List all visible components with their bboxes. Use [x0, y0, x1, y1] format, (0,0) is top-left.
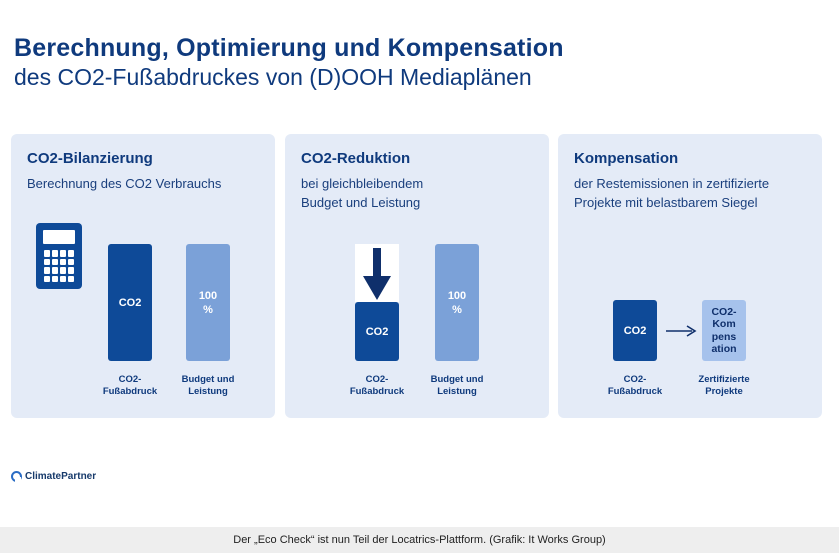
bar-label: CO2 — [118, 296, 142, 309]
panel-description: bei gleichbleibendem Budget und Leistung — [301, 176, 424, 210]
image-caption: Der „Eco Check“ ist nun Teil der Locatri… — [0, 527, 839, 553]
bar-label: CO2 — [365, 325, 389, 338]
bar-caption: CO2- Fußabdruck — [607, 374, 663, 397]
bar-caption: Zertifizierte Projekte — [698, 374, 750, 397]
bar-label: 100 % — [198, 289, 218, 316]
panel-description: der Restemissionen in zertifizierte Proj… — [574, 176, 770, 210]
bar-caption: CO2- Fußabdruck — [102, 374, 158, 397]
bar-caption: Budget und Leistung — [181, 374, 235, 397]
budget-bar: 100 % — [435, 244, 479, 361]
panel-heading: CO2-Bilanzierung — [27, 150, 153, 167]
panel-heading: Kompensation — [574, 150, 679, 167]
page-subtitle: des CO2-Fußabdruckes von (D)OOH Mediaplä… — [14, 64, 532, 90]
co2-footprint-bar: CO2 — [613, 300, 657, 361]
climatepartner-logo: ClimatePartner — [11, 471, 97, 483]
page-title: Berechnung, Optimierung und Kompensation — [14, 34, 564, 62]
panel-kompensation: Kompensation der Restemissionen in zerti… — [558, 134, 822, 418]
co2-footprint-bar: CO2 — [355, 302, 399, 361]
arrow-down-icon — [363, 248, 391, 300]
panel-co2-reduktion: CO2-Reduktion bei gleichbleibendem Budge… — [285, 134, 549, 418]
arrow-right-icon — [666, 325, 697, 337]
bar-caption: Budget und Leistung — [430, 374, 484, 397]
compensation-box: CO2- Kom pens ation — [702, 300, 746, 361]
panel-heading: CO2-Reduktion — [301, 150, 411, 167]
panel-description: Berechnung des CO2 Verbrauchs — [27, 176, 222, 191]
logo-text: ClimatePartner — [25, 471, 97, 482]
panel-co2-bilanzierung: CO2-Bilanzierung Berechnung des CO2 Verb… — [11, 134, 275, 418]
bar-label: CO2- Kom pens ation — [711, 305, 737, 356]
budget-bar: 100 % — [186, 244, 230, 361]
co2-footprint-bar: CO2 — [108, 244, 152, 361]
climatepartner-logo-icon — [11, 471, 22, 483]
bar-label: CO2 — [623, 324, 647, 337]
bar-caption: CO2- Fußabdruck — [349, 374, 405, 397]
calculator-icon — [36, 223, 82, 289]
bar-label: 100 % — [447, 289, 467, 316]
